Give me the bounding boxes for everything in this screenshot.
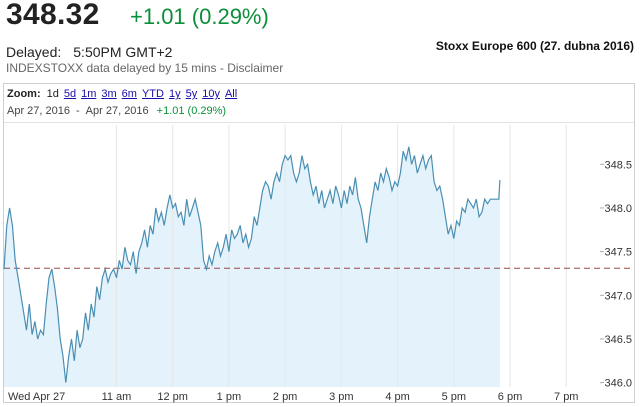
- x-tick-label: Wed Apr 27: [8, 391, 65, 403]
- x-tick-label: 11 am: [102, 391, 132, 403]
- price-change: +1.01 (0.29%): [130, 4, 269, 29]
- data-disclaimer[interactable]: INDEXSTOXX data delayed by 15 mins - Dis…: [6, 61, 284, 75]
- y-tick-label: 347.0: [604, 290, 632, 302]
- range-from[interactable]: Apr 27, 2016: [7, 105, 70, 117]
- range-separator: -: [76, 105, 80, 117]
- range-change: +1.01 (0.29%): [156, 105, 227, 117]
- y-tick-label: 346.0: [604, 378, 632, 390]
- delay-status: Delayed: 5:50PM GMT+2: [6, 44, 172, 60]
- delayed-label: Delayed:: [6, 44, 62, 60]
- date-range: Apr 27, 2016- Apr 27, 2016 +1.01 (0.29%): [7, 105, 226, 117]
- zoom-option-ytd[interactable]: YTD: [141, 88, 164, 100]
- header-divider: [4, 122, 634, 123]
- zoom-option-3m[interactable]: 3m: [101, 88, 117, 100]
- delayed-time: 5:50PM GMT+2: [73, 44, 173, 60]
- zoom-option-1y[interactable]: 1y: [168, 88, 181, 100]
- x-tick-label: 2 pm: [273, 391, 297, 403]
- price-area: [4, 146, 500, 387]
- zoom-option-6m[interactable]: 6m: [121, 88, 137, 100]
- x-tick-label: 1 pm: [217, 391, 241, 403]
- zoom-option-all[interactable]: All: [224, 88, 238, 100]
- chart-caption: Stoxx Europe 600 (27. dubna 2016): [435, 39, 634, 53]
- last-price: 348.32: [6, 0, 100, 31]
- x-tick-label: 5 pm: [442, 391, 466, 403]
- range-to[interactable]: Apr 27, 2016: [85, 105, 149, 117]
- x-tick-label: 3 pm: [329, 391, 353, 403]
- zoom-option-5y[interactable]: 5y: [185, 88, 198, 100]
- y-tick-label: 346.5: [604, 334, 632, 346]
- x-tick-label: 7 pm: [554, 391, 578, 403]
- x-tick-label: 6 pm: [498, 391, 522, 403]
- zoom-label: Zoom:: [7, 88, 41, 100]
- y-tick-label: 348.0: [604, 203, 632, 215]
- x-tick-label: 4 pm: [385, 391, 409, 403]
- y-tick-label: 348.5: [604, 159, 632, 171]
- price-line: [3, 146, 501, 383]
- y-tick-label: 347.5: [604, 247, 632, 259]
- zoom-option-10y[interactable]: 10y: [202, 88, 220, 100]
- zoom-option-1m[interactable]: 1m: [81, 88, 97, 100]
- zoom-option-5d[interactable]: 5d: [63, 88, 77, 100]
- zoom-bar: Zoom: 1d 5d 1m 3m 6m YTD 1y 5y 10y All: [7, 88, 242, 100]
- zoom-option-1d[interactable]: 1d: [46, 88, 59, 100]
- x-tick-label: 12 pm: [157, 391, 188, 403]
